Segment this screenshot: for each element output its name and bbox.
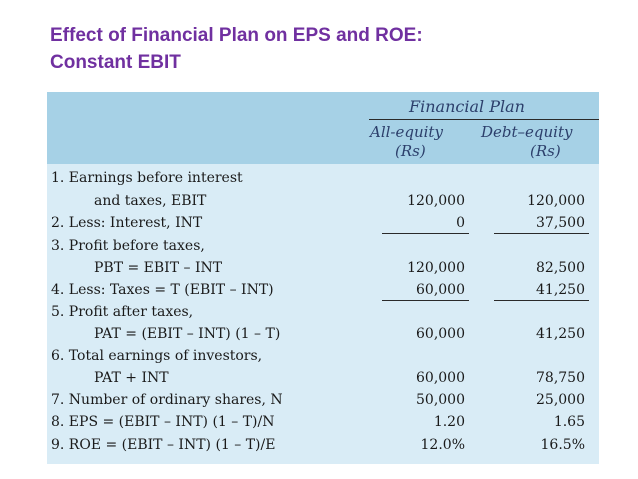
cell-debt-equity: 1.65	[553, 414, 585, 430]
cell-debt-equity: 120,000	[527, 193, 585, 209]
group-header-rule	[369, 119, 599, 120]
row-label: 7. Number of ordinary shares, N	[51, 392, 283, 408]
subtotal-rule-debt-equity	[494, 233, 589, 234]
cell-all-equity: 1.20	[433, 414, 465, 430]
row-label: PBT = EBIT – INT	[94, 260, 223, 276]
subtotal-rule-all-equity	[382, 233, 469, 234]
cell-all-equity: 50,000	[416, 392, 465, 408]
row-label: PAT = (EBIT – INT) (1 – T)	[94, 326, 281, 342]
cell-debt-equity: 16.5%	[540, 437, 585, 453]
slide-title-line-1: Effect of Financial Plan on EPS and ROE:	[50, 25, 423, 46]
col-header-debt-equity: Debt–equity	[481, 123, 573, 141]
row-label: 2. Less: Interest, INT	[51, 215, 203, 231]
financial-plan-table: Financial Plan All-equity (Rs) Debt–equi…	[47, 92, 599, 464]
col-header-all-equity: All-equity	[370, 123, 443, 141]
cell-debt-equity: 82,500	[536, 260, 585, 276]
cell-debt-equity: 78,750	[536, 370, 585, 386]
cell-all-equity: 0	[456, 215, 465, 231]
cell-all-equity: 12.0%	[420, 437, 465, 453]
cell-debt-equity: 25,000	[536, 392, 585, 408]
cell-all-equity: 60,000	[416, 282, 465, 298]
row-label: and taxes, EBIT	[94, 193, 207, 209]
row-label: 5. Profit after taxes,	[51, 304, 194, 320]
row-label: PAT + INT	[94, 370, 169, 386]
row-label: 3. Profit before taxes,	[51, 238, 205, 254]
cell-debt-equity: 41,250	[536, 282, 585, 298]
row-label: 8. EPS = (EBIT – INT) (1 – T)/N	[51, 414, 275, 430]
slide-title: Effect of Financial Plan on EPS and ROE:…	[50, 22, 423, 76]
subtotal-rule-all-equity	[382, 300, 469, 301]
slide-title-line-2: Constant EBIT	[50, 52, 181, 73]
cell-debt-equity: 37,500	[536, 215, 585, 231]
col-unit-debt-equity: (Rs)	[530, 142, 561, 160]
group-header-financial-plan: Financial Plan	[409, 97, 525, 116]
cell-all-equity: 120,000	[407, 260, 465, 276]
col-unit-all-equity: (Rs)	[395, 142, 426, 160]
row-label: 4. Less: Taxes = T (EBIT – INT)	[51, 282, 274, 298]
row-label: 6. Total earnings of investors,	[51, 348, 263, 364]
cell-all-equity: 60,000	[416, 370, 465, 386]
subtotal-rule-debt-equity	[494, 300, 589, 301]
table-header-band	[47, 92, 599, 164]
row-label: 9. ROE = (EBIT – INT) (1 – T)/E	[51, 437, 276, 453]
cell-debt-equity: 41,250	[536, 326, 585, 342]
cell-all-equity: 120,000	[407, 193, 465, 209]
row-label: 1. Earnings before interest	[51, 170, 243, 186]
cell-all-equity: 60,000	[416, 326, 465, 342]
